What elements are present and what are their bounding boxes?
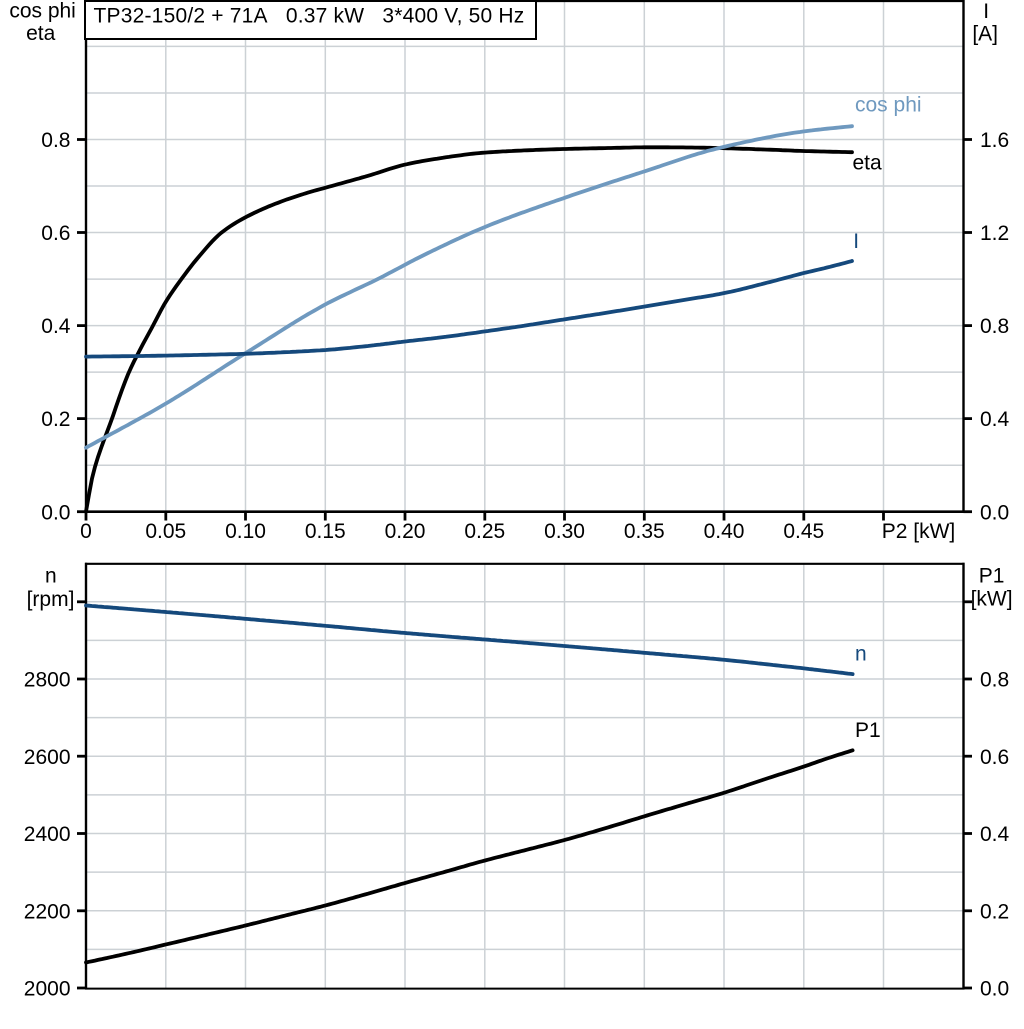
svg-text:0.05: 0.05 [145, 520, 186, 543]
svg-text:[A]: [A] [972, 22, 998, 45]
svg-text:eta: eta [26, 22, 56, 45]
svg-text:0.25: 0.25 [464, 520, 505, 543]
svg-text:0.0: 0.0 [980, 501, 1009, 524]
svg-text:0.2: 0.2 [41, 408, 70, 431]
svg-text:0.35: 0.35 [624, 520, 665, 543]
svg-text:I: I [983, 0, 989, 23]
svg-text:2000: 2000 [24, 978, 71, 1001]
svg-text:2600: 2600 [24, 746, 71, 769]
svg-text:2800: 2800 [24, 669, 71, 692]
svg-text:0.8: 0.8 [41, 129, 70, 152]
svg-text:[rpm]: [rpm] [27, 588, 75, 611]
svg-text:P1: P1 [855, 719, 881, 742]
svg-text:n: n [855, 643, 867, 666]
svg-text:0.30: 0.30 [544, 520, 585, 543]
svg-text:0.0: 0.0 [41, 501, 70, 524]
svg-text:0.15: 0.15 [305, 520, 346, 543]
svg-text:0.8: 0.8 [980, 669, 1009, 692]
svg-text:1.6: 1.6 [980, 129, 1009, 152]
svg-text:0.2: 0.2 [980, 900, 1009, 923]
svg-text:0.6: 0.6 [980, 746, 1009, 769]
svg-text:n: n [45, 564, 57, 587]
svg-text:0.0: 0.0 [980, 978, 1009, 1001]
svg-text:0.4: 0.4 [41, 315, 71, 338]
svg-text:0.20: 0.20 [385, 520, 426, 543]
svg-text:0.45: 0.45 [783, 520, 824, 543]
svg-text:cos phi: cos phi [855, 94, 922, 117]
svg-text:0.4: 0.4 [980, 408, 1010, 431]
svg-text:0.10: 0.10 [225, 520, 266, 543]
svg-text:I: I [853, 230, 859, 253]
svg-text:2200: 2200 [24, 900, 71, 923]
svg-text:0.4: 0.4 [980, 823, 1010, 846]
svg-text:0.40: 0.40 [704, 520, 745, 543]
svg-text:eta: eta [853, 152, 883, 175]
svg-text:0: 0 [80, 520, 92, 543]
svg-text:P1: P1 [979, 564, 1005, 587]
svg-text:0.8: 0.8 [980, 315, 1009, 338]
svg-text:cos phi: cos phi [9, 0, 76, 23]
svg-text:[kW]: [kW] [971, 588, 1013, 611]
svg-text:0.6: 0.6 [41, 222, 70, 245]
svg-text:TP32-150/2 + 71A 0.37 kW 3: TP32-150/2 + 71A 0.37 kW 3*400 V, 50 Hz [94, 5, 525, 28]
svg-text:1.2: 1.2 [980, 222, 1009, 245]
svg-text:2400: 2400 [24, 823, 71, 846]
svg-text:P2 [kW]: P2 [kW] [882, 520, 956, 543]
